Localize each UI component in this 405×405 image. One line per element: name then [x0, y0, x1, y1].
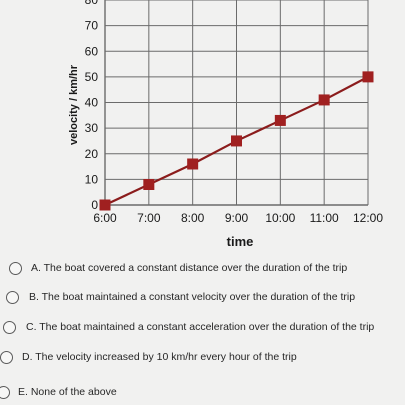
option-e-label: E. None of the above	[18, 386, 117, 398]
y-tick-label: 40	[85, 96, 99, 110]
x-tick-label: 9:00	[225, 211, 249, 225]
y-tick-label: 50	[85, 70, 99, 84]
option-b[interactable]: B. The boat maintained a constant veloci…	[0, 286, 405, 308]
y-tick-label: 60	[85, 44, 99, 58]
option-e-radio[interactable]	[0, 385, 10, 399]
option-b-label: B. The boat maintained a constant veloci…	[29, 291, 356, 303]
data-point	[318, 94, 330, 106]
x-tick-label: 10:00	[265, 211, 295, 225]
x-tick-labels: 6:00 7:00 8:00 9:00 10:00 11:00 12:00	[93, 211, 383, 225]
y-tick-label: 20	[85, 147, 99, 161]
x-tick-label: 8:00	[181, 211, 205, 225]
option-d[interactable]: D. The velocity increased by 10 km/hr ev…	[0, 346, 405, 368]
option-d-label: D. The velocity increased by 10 km/hr ev…	[22, 351, 297, 363]
data-point	[99, 199, 111, 211]
y-tick-label: 30	[85, 121, 99, 135]
option-a[interactable]: A. The boat covered a constant distance …	[0, 257, 405, 279]
velocity-time-chart: 0 10 20 30 40 50 60 70 80 6:00 7:00 8:00 9:00 10:00 1…	[68, 0, 383, 249]
x-axis-title: time	[227, 234, 254, 249]
y-tick-labels: 0 10 20 30 40 50 60 70 80	[85, 0, 99, 212]
x-tick-label: 7:00	[137, 211, 161, 225]
option-c-label: C. The boat maintained a constant accele…	[26, 321, 375, 333]
x-tick-label: 6:00	[93, 211, 117, 225]
y-axis-title: velocity / km/hr	[68, 64, 80, 145]
data-point	[362, 71, 374, 83]
x-tick-label: 11:00	[310, 211, 339, 225]
y-tick-label: 80	[85, 0, 99, 7]
chart-series	[99, 71, 374, 211]
option-a-label: A. The boat covered a constant distance …	[31, 262, 348, 274]
data-point	[187, 158, 199, 170]
option-d-radio[interactable]	[0, 350, 13, 364]
option-b-radio[interactable]	[6, 290, 19, 304]
option-c-radio[interactable]	[3, 320, 16, 334]
option-e[interactable]: E. None of the above	[0, 381, 405, 403]
y-tick-label: 0	[91, 198, 98, 212]
y-tick-label: 70	[85, 19, 99, 33]
data-point	[231, 135, 242, 147]
option-a-radio[interactable]	[9, 261, 22, 275]
x-tick-label: 12:00	[353, 211, 383, 225]
y-tick-label: 10	[85, 172, 99, 186]
data-point	[143, 179, 155, 190]
data-point	[274, 114, 286, 126]
option-c[interactable]: C. The boat maintained a constant accele…	[0, 316, 405, 338]
